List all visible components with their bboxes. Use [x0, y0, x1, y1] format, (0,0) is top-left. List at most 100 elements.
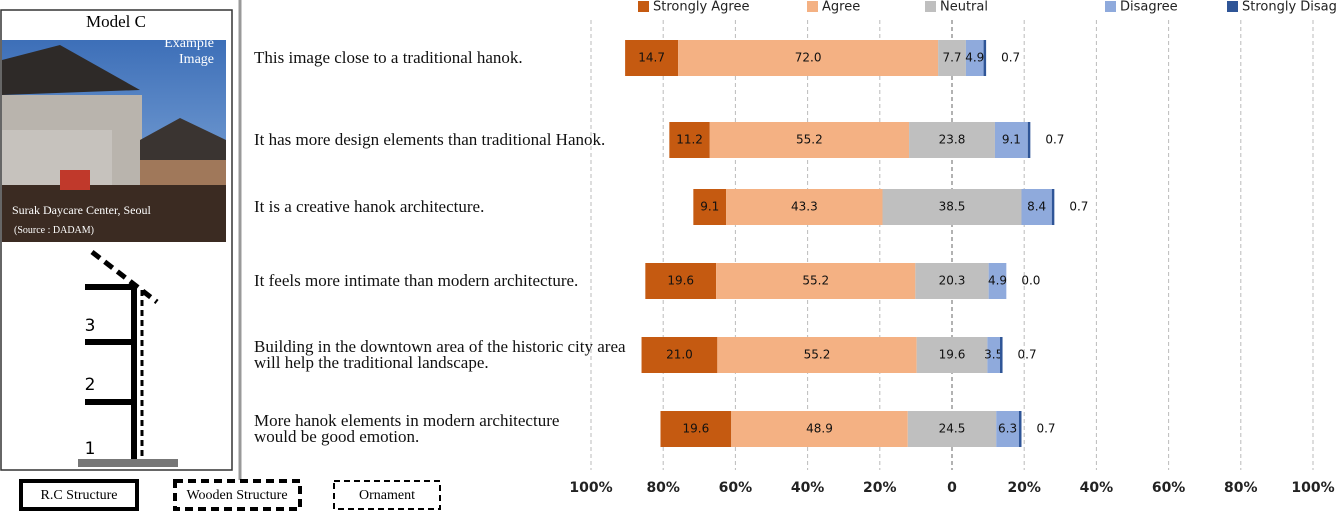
photo-source: (Source : DADAM)	[14, 225, 94, 236]
category-label: It has more design elements than traditi…	[254, 130, 606, 149]
value-label: 0.7	[1001, 51, 1020, 65]
legend-text: Wooden Structure	[186, 488, 287, 503]
bar-segment	[1000, 337, 1003, 373]
value-label: 38.5	[939, 200, 966, 214]
value-label: 11.2	[676, 133, 703, 147]
bar-segment	[1021, 189, 1052, 225]
photo-location: Surak Daycare Center, Seoul	[12, 203, 151, 217]
bar-segment	[983, 40, 987, 76]
bar-segment	[641, 337, 718, 373]
legend-swatch	[638, 1, 649, 12]
value-label: 48.9	[806, 422, 833, 436]
photo	[2, 40, 226, 242]
x-tick-label: 80%	[1224, 480, 1258, 496]
panel-frame	[0, 9, 233, 471]
value-label: 72.0	[795, 51, 822, 65]
floor-label: 3	[85, 316, 96, 336]
legend-label: Strongly Agree	[653, 0, 750, 15]
bar-segment	[1027, 122, 1031, 158]
value-label: 19.6	[667, 274, 694, 288]
x-tick-label: 20%	[1007, 480, 1041, 496]
value-label: 4.9	[988, 274, 1007, 288]
bar-segment	[915, 263, 989, 299]
bar-segment	[1051, 189, 1055, 225]
legend-text: Ornament	[359, 488, 415, 503]
bar-segment	[882, 189, 1022, 225]
value-label: 3.5	[984, 348, 1003, 362]
value-label: 0.7	[1036, 422, 1055, 436]
bar-segment	[996, 411, 1019, 447]
bar-segment	[965, 40, 984, 76]
bar-segment	[1018, 411, 1022, 447]
x-tick-label: 60%	[1152, 480, 1186, 496]
x-tick-label: 40%	[1080, 480, 1114, 496]
value-label: 55.2	[802, 274, 829, 288]
legend-swatch	[807, 1, 818, 12]
value-label: 0.7	[1018, 348, 1037, 362]
legend-label: Agree	[822, 0, 860, 15]
legend-label: Strongly Disagree	[1242, 0, 1338, 15]
value-label: 23.8	[939, 133, 966, 147]
bar-segment	[678, 40, 939, 76]
bar-segment	[907, 411, 997, 447]
legend-text: R.C Structure	[41, 488, 118, 503]
bar-segment	[988, 263, 1007, 299]
bar-segment	[669, 122, 710, 158]
bar-segment	[716, 263, 916, 299]
value-label: 19.6	[683, 422, 710, 436]
x-tick-label: 0	[947, 480, 957, 496]
floor-label: 1	[85, 439, 96, 459]
category-label: It is a creative hanok architecture.	[254, 197, 485, 216]
floor-label: 2	[85, 375, 96, 395]
bar-segment	[717, 337, 917, 373]
x-tick-label: 80%	[646, 480, 680, 496]
bar-segment	[909, 122, 995, 158]
x-tick-label: 20%	[863, 480, 897, 496]
legend-label: Neutral	[940, 0, 988, 15]
bar-segment	[625, 40, 679, 76]
value-label: 9.1	[700, 200, 719, 214]
legend-box	[19, 479, 139, 511]
photo-caption: Example Image	[164, 36, 214, 67]
x-tick-label: 100%	[1291, 480, 1334, 496]
value-label: 0.7	[1045, 133, 1064, 147]
category-label: It feels more intimate than modern archi…	[254, 271, 579, 290]
x-tick-label: 100%	[569, 480, 612, 496]
value-label: 20.3	[939, 274, 966, 288]
value-label: 6.3	[998, 422, 1017, 436]
legend-box	[333, 480, 441, 510]
legend-swatch	[1105, 1, 1116, 12]
bar-segment	[994, 122, 1028, 158]
value-label: 4.9	[965, 51, 984, 65]
value-label: 8.4	[1027, 200, 1046, 214]
bar-segment	[938, 40, 966, 76]
category-label: This image close to a traditional hanok.	[254, 48, 523, 67]
value-label: 0.0	[1021, 274, 1040, 288]
value-label: 55.2	[804, 348, 831, 362]
value-label: 7.7	[942, 51, 961, 65]
legend-swatch	[925, 1, 936, 12]
bar-segment	[726, 189, 883, 225]
structure-diagram	[78, 250, 178, 467]
bar-segment	[645, 263, 717, 299]
category-label: Building in the downtown area of the his…	[254, 337, 626, 372]
value-label: 0.7	[1069, 200, 1088, 214]
value-label: 19.6	[939, 348, 966, 362]
value-label: 21.0	[666, 348, 693, 362]
category-label: More hanok elements in modern architectu…	[254, 411, 560, 446]
panel-title: Model C	[86, 12, 146, 31]
value-label: 55.2	[796, 133, 823, 147]
value-label: 24.5	[939, 422, 966, 436]
bar-segment	[987, 337, 1001, 373]
value-label: 9.1	[1002, 133, 1021, 147]
x-tick-label: 40%	[791, 480, 825, 496]
value-label: 43.3	[791, 200, 818, 214]
legend-label: Disagree	[1120, 0, 1178, 15]
legend-box	[173, 479, 302, 511]
bar-segment	[693, 189, 727, 225]
value-label: 14.7	[638, 51, 665, 65]
bar-segment	[731, 411, 908, 447]
legend-swatch	[1227, 1, 1238, 12]
